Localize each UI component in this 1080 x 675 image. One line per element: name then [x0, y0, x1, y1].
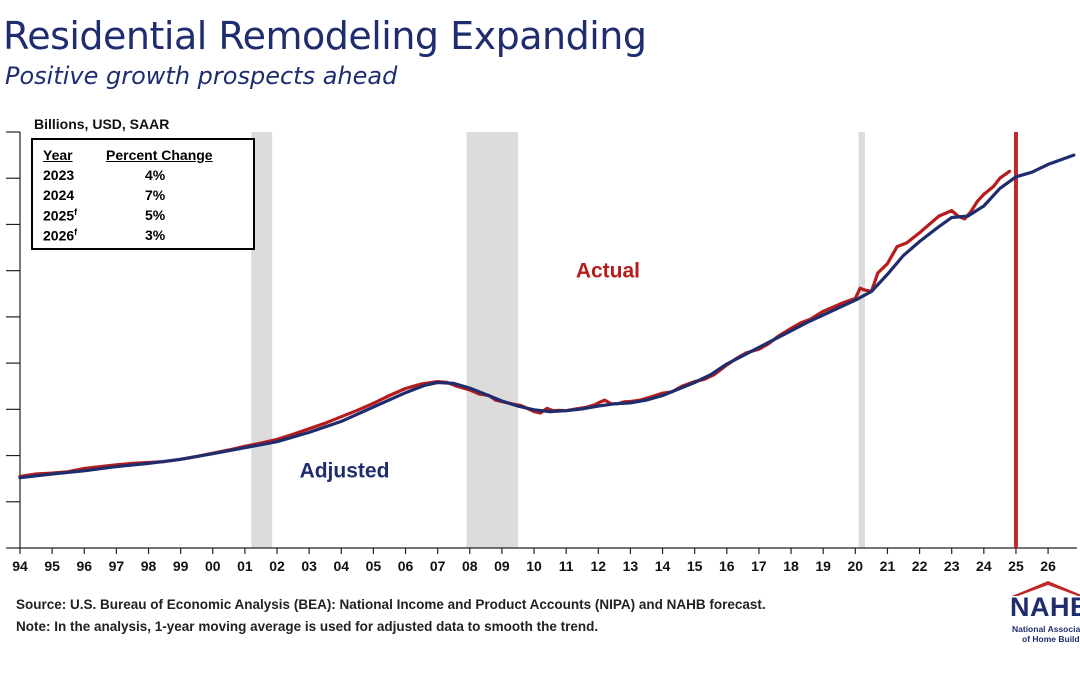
x-tick-label: 09 [494, 558, 510, 574]
x-tick-label: 08 [462, 558, 478, 574]
chart-title: Residential Remodeling Expanding [3, 14, 647, 58]
x-tick-label: 12 [591, 558, 607, 574]
x-tick-label: 04 [333, 558, 349, 574]
table-row: 2025f 5% [43, 207, 243, 227]
x-tick-label: 18 [783, 558, 799, 574]
x-tick-label: 94 [12, 558, 28, 574]
x-tick-label: 23 [944, 558, 960, 574]
table-row: 2026f 3% [43, 227, 243, 247]
recession-band [466, 132, 518, 548]
x-tick-label: 15 [687, 558, 703, 574]
forecast-marker: f [74, 227, 78, 237]
x-tick-label: 96 [76, 558, 92, 574]
table-row: 2023 4% [43, 167, 243, 187]
logo-line-2: of Home Builders [1022, 634, 1080, 644]
table-change: 4% [145, 167, 166, 183]
x-tick-label: 25 [1008, 558, 1024, 574]
axes: 94 95 96 97 98 99 00 01 02 03 04 05 06 07 08 09 10 11 12 13… [6, 131, 1077, 574]
x-tick-label: 11 [559, 558, 574, 574]
table-year: 2026f [43, 227, 77, 244]
x-tick-label: 13 [623, 558, 639, 574]
x-tick-label: 00 [205, 558, 221, 574]
x-tick-label: 06 [398, 558, 414, 574]
x-tick-label: 97 [109, 558, 125, 574]
series-line-adjusted [18, 153, 1076, 480]
x-tick-label: 16 [719, 558, 735, 574]
annotation-actual: Actual [576, 260, 640, 283]
x-tick-label: 05 [366, 558, 382, 574]
table-year: 2024 [43, 187, 75, 203]
x-tick-label: 24 [976, 558, 992, 574]
x-tick-label: 14 [655, 558, 671, 574]
annotation-adjusted: Adjusted [300, 459, 390, 482]
table-change: 7% [145, 187, 166, 203]
nahb-logo: NAHB National Association of Home Builde… [1008, 578, 1080, 648]
x-tick-label: 98 [141, 558, 157, 574]
table-year-value: 2025 [43, 207, 75, 224]
x-tick-label: 21 [880, 558, 896, 574]
logo-wordmark: NAHB [1010, 592, 1080, 622]
annotations: Actual Adjusted [300, 260, 640, 483]
x-tick-label: 22 [912, 558, 928, 574]
percent-change-table: Year Percent Change 2023 4% 2024 7% 2025… [31, 138, 255, 250]
table-change: 5% [145, 207, 166, 223]
source-note: Source: U.S. Bureau of Economic Analysis… [16, 597, 766, 612]
x-tick-label: 03 [301, 558, 317, 574]
x-tick-label: 10 [526, 558, 542, 574]
table-header-change: Percent Change [106, 147, 213, 163]
recession-bands [251, 132, 865, 548]
x-tick-label: 20 [848, 558, 864, 574]
x-tick-label: 02 [269, 558, 285, 574]
x-tick-label: 26 [1040, 558, 1056, 574]
x-tick-label: 01 [237, 558, 253, 574]
analysis-note: Note: In the analysis, 1-year moving ave… [16, 619, 599, 634]
table-year: 2023 [43, 167, 75, 183]
logo-line-1: National Association [1012, 624, 1080, 634]
table-year: 2025f [43, 207, 77, 224]
table-change: 3% [145, 227, 166, 243]
table-year-value: 2026 [43, 227, 75, 244]
x-tick-label: 95 [44, 558, 60, 574]
x-tick-label: 19 [815, 558, 831, 574]
x-tick-label: 07 [430, 558, 446, 574]
table-row: 2024 7% [43, 187, 243, 207]
x-tick-label: 17 [751, 558, 767, 574]
x-tick-label: 99 [173, 558, 189, 574]
chart-subtitle: Positive growth prospects ahead [5, 62, 398, 90]
units-label: Billions, USD, SAAR [34, 116, 170, 132]
house-roof-icon [1012, 581, 1080, 596]
series-lines [18, 153, 1076, 480]
recession-band [858, 132, 865, 548]
forecast-marker: f [74, 207, 78, 217]
table-header-year: Year [43, 147, 73, 163]
